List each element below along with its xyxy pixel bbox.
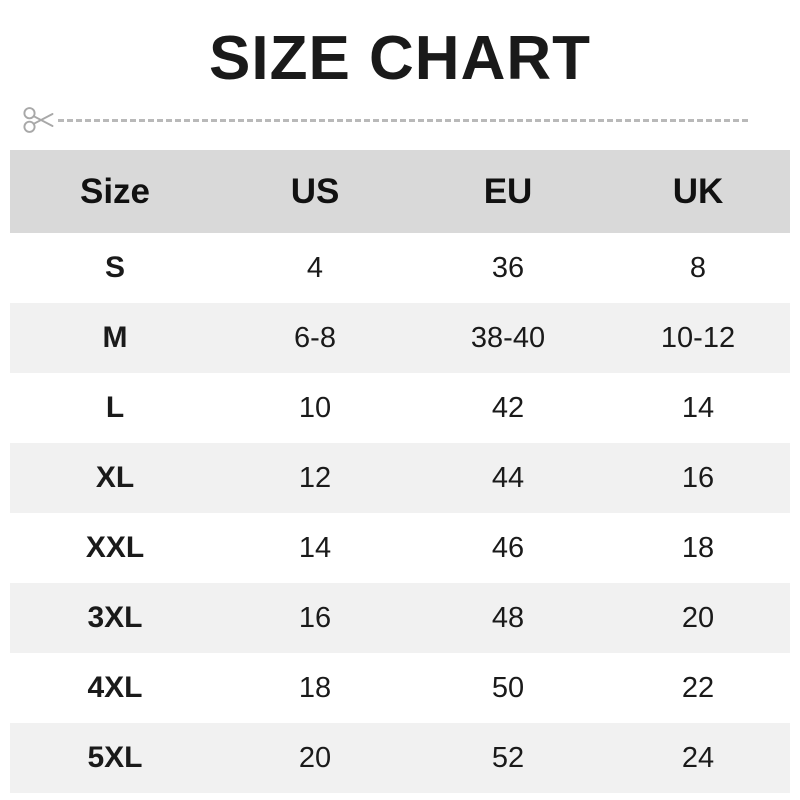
cell-eu: 42 [410,373,606,443]
column-header-uk: UK [606,150,790,233]
cell-eu: 48 [410,583,606,653]
cell-us: 12 [220,443,410,513]
cell-uk: 18 [606,513,790,583]
cell-us: 18 [220,653,410,723]
dashed-cut-line [58,118,748,122]
cell-us: 6-8 [220,303,410,373]
cell-us: 14 [220,513,410,583]
cell-size: XXL [10,513,220,583]
cell-uk: 8 [606,233,790,303]
cell-uk: 20 [606,583,790,653]
cell-us: 20 [220,723,410,793]
cell-uk: 10-12 [606,303,790,373]
table-header-row: Size US EU UK [10,150,790,233]
cell-size: 3XL [10,583,220,653]
cell-uk: 16 [606,443,790,513]
cell-eu: 44 [410,443,606,513]
cell-size: XL [10,443,220,513]
cell-us: 10 [220,373,410,443]
cell-eu: 36 [410,233,606,303]
column-header-size: Size [10,150,220,233]
cell-uk: 22 [606,653,790,723]
cell-us: 4 [220,233,410,303]
cell-size: 4XL [10,653,220,723]
scissors-icon [23,107,54,133]
table-row: 4XL 18 50 22 [10,653,790,723]
cell-eu: 38-40 [410,303,606,373]
cell-size: M [10,303,220,373]
size-chart-table: Size US EU UK S 4 36 8 M 6-8 38-40 10-12… [10,150,790,793]
cell-uk: 24 [606,723,790,793]
column-header-us: US [220,150,410,233]
table-row: L 10 42 14 [10,373,790,443]
table-row: XL 12 44 16 [10,443,790,513]
cell-size: L [10,373,220,443]
cell-uk: 14 [606,373,790,443]
cell-eu: 46 [410,513,606,583]
cell-eu: 52 [410,723,606,793]
table-row: 3XL 16 48 20 [10,583,790,653]
table-row: M 6-8 38-40 10-12 [10,303,790,373]
table-row: 5XL 20 52 24 [10,723,790,793]
cell-eu: 50 [410,653,606,723]
cell-size: 5XL [10,723,220,793]
cut-line [22,103,774,137]
cell-size: S [10,233,220,303]
cell-us: 16 [220,583,410,653]
column-header-eu: EU [410,150,606,233]
page-title: SIZE CHART [209,24,591,93]
table-row: XXL 14 46 18 [10,513,790,583]
table-row: S 4 36 8 [10,233,790,303]
